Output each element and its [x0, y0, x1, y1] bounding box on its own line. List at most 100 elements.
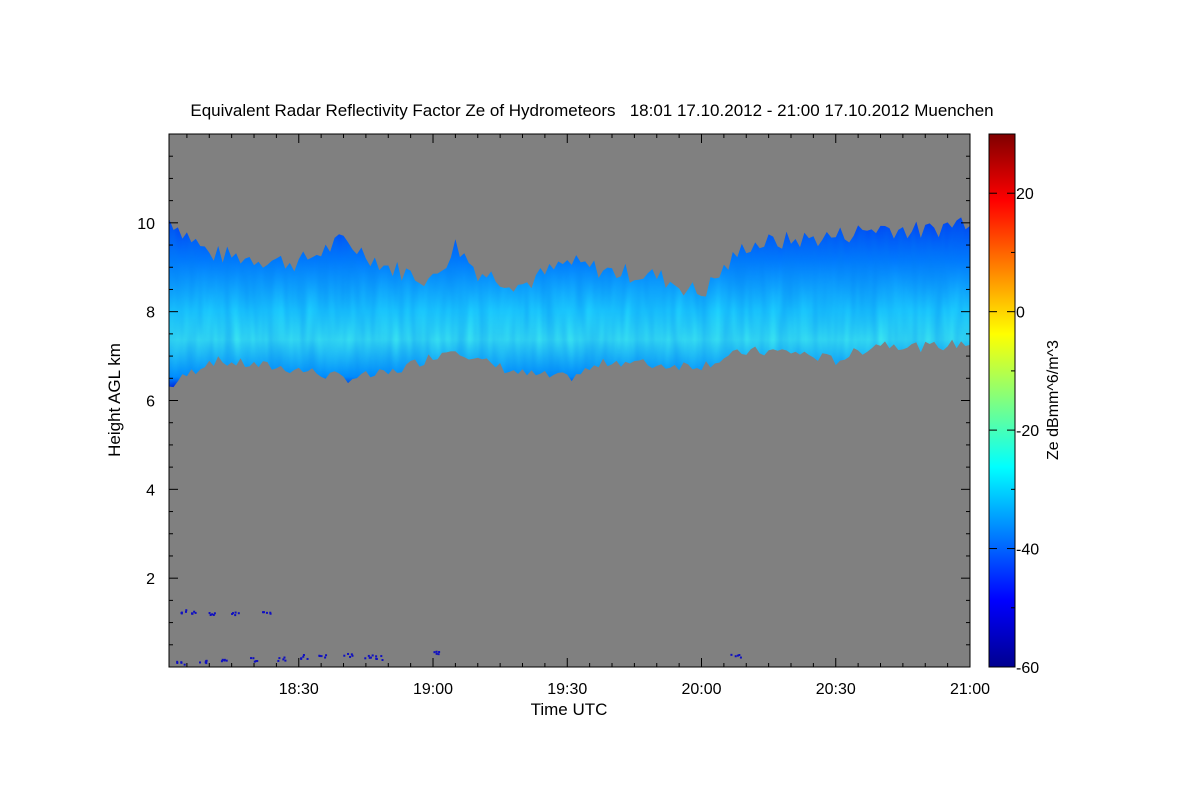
- clutter-pixel: [191, 612, 194, 615]
- clutter-pixel: [234, 611, 237, 614]
- clutter-pixel: [380, 655, 383, 658]
- clutter-pixel: [367, 654, 370, 657]
- clutter-pixel: [269, 612, 272, 615]
- clutter-pixel: [221, 658, 224, 661]
- clutter-pixel: [324, 656, 327, 659]
- clutter-pixel: [320, 655, 323, 658]
- clutter-pixel: [176, 660, 179, 663]
- clutter-pixel: [381, 658, 384, 661]
- clutter-pixel: [371, 654, 374, 657]
- clutter-pixel: [232, 612, 235, 615]
- clutter-pixel: [184, 610, 187, 613]
- clutter-pixel: [256, 660, 259, 663]
- clutter-pixel: [302, 655, 305, 658]
- x-axis: 18:30 19:00 19:30 20:00 20:30 21:00: [186, 134, 990, 698]
- clutter-pixel: [180, 612, 183, 615]
- clutter-pixel: [209, 613, 212, 616]
- y-tick-label: 6: [146, 394, 155, 411]
- clutter-pixel: [205, 660, 208, 663]
- clutter-pixel: [253, 660, 256, 663]
- clutter-pixel: [263, 611, 266, 614]
- x-tick-label: 18:30: [279, 681, 319, 698]
- clutter-pixel: [282, 658, 285, 661]
- clutter-pixel: [176, 662, 179, 665]
- clutter-pixel: [183, 663, 186, 666]
- colorbar: [988, 133, 1016, 668]
- y-tick-label: 10: [137, 216, 155, 233]
- clutter-pixel: [252, 657, 255, 660]
- clutter-pixel: [437, 653, 440, 656]
- clutter-pixel: [351, 654, 354, 657]
- clutter-pixel: [738, 654, 741, 657]
- clutter-pixel: [284, 659, 287, 662]
- colorbar-tick-label: 0: [1016, 305, 1025, 322]
- x-tick-label: 20:00: [681, 681, 721, 698]
- clutter-pixel: [278, 657, 281, 660]
- clutter-pixel: [730, 653, 733, 656]
- clutter-pixel: [269, 611, 272, 614]
- clutter-pixel: [283, 656, 286, 659]
- clutter-pixel: [225, 659, 228, 662]
- y-tick-label: 8: [146, 305, 155, 322]
- clutter-pixel: [262, 611, 265, 614]
- clutter-pixel: [318, 654, 321, 657]
- clutter-pixel: [364, 657, 367, 660]
- clutter-pixel: [433, 651, 436, 654]
- clutter-pixel: [736, 654, 739, 657]
- clutter-pixel: [255, 660, 258, 663]
- clutter-pixel: [223, 659, 226, 662]
- chart-title: Equivalent Radar Reflectivity Factor Ze …: [190, 101, 993, 120]
- cloud-layer: [169, 217, 970, 666]
- clutter-pixel: [213, 612, 216, 615]
- clutter-pixel: [250, 657, 253, 660]
- clutter-pixel: [185, 609, 188, 612]
- clutter-pixel: [180, 661, 183, 664]
- x-tick-label: 21:00: [950, 681, 990, 698]
- plot-background: [169, 134, 970, 667]
- clutter-pixel: [435, 650, 438, 653]
- clutter-pixel: [265, 611, 268, 614]
- clutter-pixel: [325, 654, 328, 657]
- clutter-pixel: [237, 612, 240, 615]
- clutter-pixel: [220, 660, 223, 663]
- clutter-pixel: [734, 655, 737, 658]
- y-tick-label: 2: [146, 571, 155, 588]
- cloud-echo-texture: [169, 217, 970, 388]
- clutter-pixel: [194, 611, 197, 614]
- clutter-pixel: [375, 655, 378, 658]
- x-axis-label: Time UTC: [531, 700, 608, 719]
- clutter-pixel: [368, 656, 371, 659]
- ground-clutter: [176, 609, 742, 666]
- colorbar-tick-label: -60: [1016, 660, 1039, 677]
- colorbar-label: Ze dBmm^6/m^3: [1045, 340, 1062, 460]
- clutter-pixel: [347, 652, 350, 655]
- clutter-pixel: [349, 655, 352, 658]
- x-tick-label: 20:30: [816, 681, 856, 698]
- clutter-pixel: [211, 613, 214, 616]
- y-axis-label: Height AGL km: [105, 343, 124, 457]
- y-axis: 2 4 6 8 10: [137, 155, 970, 646]
- clutter-pixel: [300, 657, 303, 660]
- clutter-pixel: [369, 656, 372, 659]
- clutter-pixel: [234, 614, 237, 617]
- colorbar-tick-label: 20: [1016, 186, 1034, 203]
- clutter-pixel: [302, 654, 305, 657]
- clutter-pixel: [343, 654, 346, 657]
- clutter-pixel: [435, 652, 438, 655]
- clutter-pixel: [739, 656, 742, 659]
- clutter-pixel: [204, 661, 207, 664]
- clutter-pixel: [277, 659, 280, 662]
- clutter-pixel: [438, 650, 441, 653]
- x-tick-label: 19:00: [413, 681, 453, 698]
- colorbar-tick-label: -40: [1016, 542, 1039, 559]
- clutter-pixel: [375, 657, 378, 660]
- colorbar-tick-label: -20: [1016, 423, 1039, 440]
- x-tick-label: 19:30: [547, 681, 587, 698]
- colorbar-axis: -60 -40 -20 0 20: [989, 186, 1039, 677]
- clutter-pixel: [208, 612, 211, 615]
- clutter-pixel: [212, 613, 215, 616]
- y-tick-label: 4: [146, 482, 155, 499]
- clutter-pixel: [306, 657, 309, 660]
- clutter-pixel: [193, 610, 196, 613]
